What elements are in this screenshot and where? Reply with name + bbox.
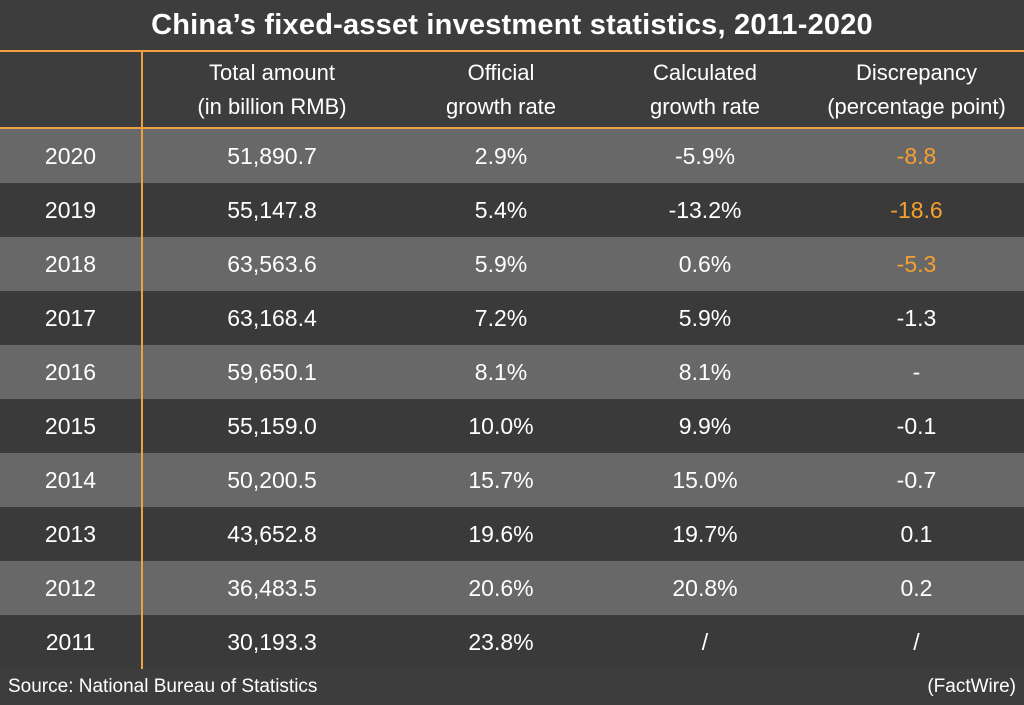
cell-calculated: 8.1% xyxy=(678,358,732,385)
header-year xyxy=(0,52,141,127)
cell-discrepancy: 0.1 xyxy=(900,520,933,547)
header-official-line2: growth rate xyxy=(445,93,557,119)
cell-official: 23.8% xyxy=(468,628,534,655)
cell-official: 20.6% xyxy=(468,574,534,601)
cell-calculated: -5.9% xyxy=(674,142,736,169)
cell-year: 2018 xyxy=(44,250,97,277)
table-header: Total amount (in billion RMB) Official g… xyxy=(0,52,1024,127)
cell-discrepancy: / xyxy=(913,628,920,655)
header-calculated-line2: growth rate xyxy=(649,93,761,119)
cell-official: 19.6% xyxy=(468,520,534,547)
cell-discrepancy: -5.3 xyxy=(896,250,937,277)
cell-discrepancy: - xyxy=(912,358,921,385)
header-discrepancy-line2: (percentage point) xyxy=(827,93,1006,119)
table-row: 2019 55,147.8 5.4% -13.2% -18.6 xyxy=(0,183,1024,237)
cell-calculated: 0.6% xyxy=(678,250,732,277)
table-row: 2011 30,193.3 23.8% / / xyxy=(0,615,1024,669)
year-column-divider xyxy=(141,52,143,669)
cell-discrepancy: -18.6 xyxy=(890,196,943,223)
cell-discrepancy: -1.3 xyxy=(896,304,937,331)
header-calculated-growth: Calculated growth rate xyxy=(601,52,809,127)
cell-discrepancy: -8.8 xyxy=(896,142,937,169)
table-body: 2020 51,890.7 2.9% -5.9% -8.8 2019 55,147.8 5.4… xyxy=(0,129,1024,669)
header-discrepancy: Discrepancy (percentage point) xyxy=(809,52,1024,127)
cell-total: 63,168.4 xyxy=(227,304,317,331)
cell-year: 2011 xyxy=(45,628,96,655)
cell-year: 2020 xyxy=(44,142,97,169)
cell-total: 63,563.6 xyxy=(227,250,317,277)
cell-total: 51,890.7 xyxy=(227,142,317,169)
table-row: 2017 63,168.4 7.2% 5.9% -1.3 xyxy=(0,291,1024,345)
cell-calculated: / xyxy=(701,628,709,655)
cell-year: 2015 xyxy=(44,412,97,439)
table-row: 2012 36,483.5 20.6% 20.8% 0.2 xyxy=(0,561,1024,615)
cell-total: 36,483.5 xyxy=(227,574,317,601)
header-total-line2: (in billion RMB) xyxy=(197,93,347,119)
table-row: 2018 63,563.6 5.9% 0.6% -5.3 xyxy=(0,237,1024,291)
cell-year: 2013 xyxy=(44,520,97,547)
cell-official: 8.1% xyxy=(474,358,528,385)
header-official-line1: Official xyxy=(467,59,535,85)
cell-calculated: -13.2% xyxy=(668,196,742,223)
cell-official: 15.7% xyxy=(468,466,534,493)
cell-discrepancy: 0.2 xyxy=(900,574,933,601)
source-note: Source: National Bureau of Statistics xyxy=(8,676,318,697)
cell-official: 2.9% xyxy=(474,142,528,169)
cell-discrepancy: -0.1 xyxy=(896,412,937,439)
cell-discrepancy: -0.7 xyxy=(896,466,937,493)
title-divider xyxy=(0,50,1024,52)
cell-official: 5.4% xyxy=(474,196,528,223)
table-footer: Source: National Bureau of Statistics (F… xyxy=(0,669,1024,705)
header-total-amount: Total amount (in billion RMB) xyxy=(143,52,401,127)
table-row: 2015 55,159.0 10.0% 9.9% -0.1 xyxy=(0,399,1024,453)
chart-title: China’s fixed-asset investment statistic… xyxy=(0,0,1024,50)
cell-total: 59,650.1 xyxy=(227,358,317,385)
cell-calculated: 19.7% xyxy=(672,520,738,547)
table-row: 2013 43,652.8 19.6% 19.7% 0.1 xyxy=(0,507,1024,561)
cell-year: 2017 xyxy=(44,304,97,331)
cell-calculated: 15.0% xyxy=(672,466,738,493)
cell-official: 5.9% xyxy=(474,250,528,277)
cell-calculated: 9.9% xyxy=(678,412,732,439)
cell-official: 10.0% xyxy=(468,412,534,439)
cell-calculated: 20.8% xyxy=(672,574,738,601)
cell-year: 2012 xyxy=(44,574,97,601)
cell-total: 43,652.8 xyxy=(227,520,317,547)
table-row: 2016 59,650.1 8.1% 8.1% - xyxy=(0,345,1024,399)
cell-official: 7.2% xyxy=(474,304,528,331)
header-discrepancy-line1: Discrepancy xyxy=(855,59,978,85)
cell-year: 2019 xyxy=(44,196,97,223)
header-divider xyxy=(0,127,1024,129)
credit-note: (FactWire) xyxy=(927,676,1016,697)
header-official-growth: Official growth rate xyxy=(401,52,601,127)
cell-year: 2016 xyxy=(44,358,97,385)
header-calculated-line1: Calculated xyxy=(653,59,757,85)
header-total-line1: Total amount xyxy=(209,59,335,85)
cell-total: 55,159.0 xyxy=(227,412,317,439)
table-row: 2014 50,200.5 15.7% 15.0% -0.7 xyxy=(0,453,1024,507)
cell-total: 55,147.8 xyxy=(227,196,317,223)
cell-year: 2014 xyxy=(44,466,97,493)
table-row: 2020 51,890.7 2.9% -5.9% -8.8 xyxy=(0,129,1024,183)
cell-calculated: 5.9% xyxy=(678,304,732,331)
cell-total: 30,193.3 xyxy=(227,628,317,655)
cell-total: 50,200.5 xyxy=(227,466,317,493)
